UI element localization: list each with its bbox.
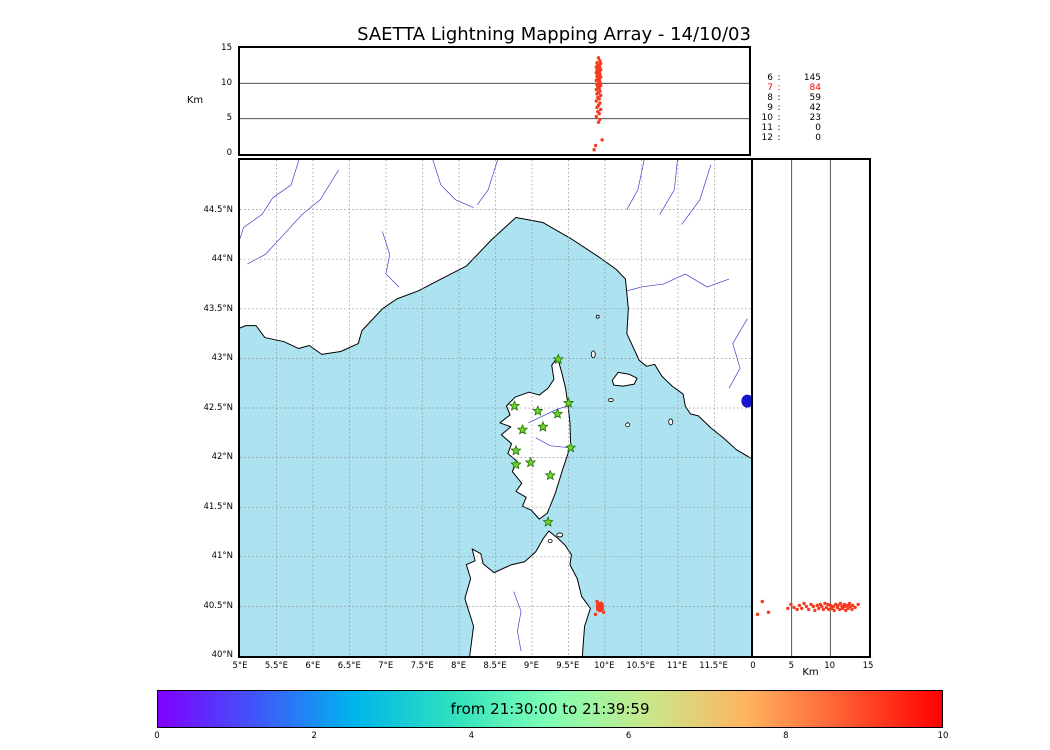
lightning-source-dot <box>594 599 599 603</box>
colorbar-tick-label: 4 <box>468 731 475 741</box>
station-count-key: 7 <box>767 83 773 93</box>
altitude-tick-label: 0 <box>226 148 232 158</box>
station-marker <box>510 444 521 455</box>
station-marker <box>551 407 563 418</box>
station-count-value: 145 <box>803 73 821 83</box>
station-count-sep: : <box>777 83 781 93</box>
latitude-tick-label: 44°N <box>211 254 233 264</box>
station-count-row: 9: 42 <box>757 103 821 113</box>
station-count-value: 84 <box>809 83 821 93</box>
station-count-value: 23 <box>809 113 821 123</box>
longitude-tick-label: 10°E <box>594 661 615 671</box>
station-count-key: 9 <box>767 103 773 113</box>
altitude-tick-label: 5 <box>226 113 232 123</box>
altitude-tick-label: 5 <box>788 661 795 671</box>
station-count-list: 6: 145 7: 84 8: 59 9: 42 10: 23 11: 0 12: 0 <box>757 73 821 143</box>
station-count-sep: : <box>777 93 781 103</box>
longitude-tick-label: 9.5°E <box>556 661 580 671</box>
colorbar-tick-label: 2 <box>311 731 317 741</box>
station-count-key: 8 <box>767 93 773 103</box>
longitude-tick-label: 6°E <box>305 661 321 671</box>
longitude-tick-label: 7.5°E <box>410 661 434 671</box>
station-marker <box>564 441 576 452</box>
longitude-tick-label: 11.5°E <box>699 661 728 671</box>
station-count-sep: : <box>777 123 781 133</box>
altitude-vs-latitude-panel <box>750 157 871 658</box>
longitude-tick-label: 10.5°E <box>626 661 655 671</box>
station-count-value: 59 <box>809 93 821 103</box>
lightning-source-dot <box>601 610 605 614</box>
station-count-row: 10: 23 <box>757 113 821 123</box>
colorbar-time-range-label: from 21:30:00 to 21:39:59 <box>450 700 650 718</box>
station-count-key: 11 <box>761 123 773 133</box>
latitude-tick-label: 42°N <box>211 452 233 462</box>
station-marker <box>542 516 553 527</box>
longitude-tick-label: 9°E <box>523 661 539 671</box>
station-count-value: 0 <box>815 133 821 143</box>
station-marker <box>508 400 520 411</box>
altitude-tick-label: 15 <box>862 661 874 671</box>
colorbar-tick-label: 0 <box>154 731 160 741</box>
latitude-tick-label: 40°N <box>211 650 233 660</box>
longitude-tick-label: 8°E <box>451 661 467 671</box>
station-count-row: 11: 0 <box>757 123 821 133</box>
map-panel <box>237 157 753 658</box>
latitude-tick-label: 42.5°N <box>203 402 233 413</box>
longitude-tick-label: 5.5°E <box>264 661 288 671</box>
colorbar: from 21:30:00 to 21:39:59 <box>157 690 943 728</box>
altitude-tick-label: 15 <box>221 43 232 53</box>
station-count-row: 8: 59 <box>757 93 821 103</box>
longitude-tick-label: 7°E <box>378 661 394 671</box>
lightning-source-dot <box>597 606 602 610</box>
station-marker <box>532 405 543 415</box>
longitude-tick-label: 11°E <box>666 661 688 671</box>
longitude-tick-label: 6.5°E <box>337 661 361 671</box>
station-marker <box>537 420 548 431</box>
latitude-tick-label: 41°N <box>211 551 233 561</box>
colorbar-tick-label: 8 <box>783 731 789 741</box>
altitude-axis-label-top: Km <box>186 95 204 106</box>
station-marker <box>562 397 574 408</box>
lightning-source-dot <box>599 602 603 606</box>
station-marker <box>544 469 555 480</box>
latitude-tick-label: 41.5°N <box>203 501 233 512</box>
station-marker <box>516 423 528 434</box>
colorbar-tick-label: 10 <box>937 731 949 741</box>
latitude-tick-label: 43°N <box>211 353 233 363</box>
latitude-tick-label: 43.5°N <box>203 303 233 314</box>
station-count-row: 7: 84 <box>757 83 821 93</box>
altitude-vs-longitude-panel <box>237 45 751 156</box>
station-count-row: 12: 0 <box>757 133 821 143</box>
colorbar-tick-label: 6 <box>625 731 632 741</box>
station-marker <box>552 353 563 364</box>
station-count-sep: : <box>777 73 781 83</box>
lightning-source-dot <box>593 612 597 616</box>
latitude-tick-label: 40.5°N <box>203 600 233 611</box>
station-marker <box>510 458 521 469</box>
station-count-value: 42 <box>809 103 821 113</box>
station-count-sep: : <box>777 103 781 113</box>
station-count-sep: : <box>777 113 781 123</box>
station-count-value: 0 <box>815 123 821 133</box>
station-count-sep: : <box>777 133 781 143</box>
altitude-tick-label: 0 <box>750 661 756 671</box>
latitude-tick-label: 44.5°N <box>203 204 233 215</box>
station-count-key: 10 <box>761 113 773 123</box>
figure-title: SAETTA Lightning Mapping Array - 14/10/0… <box>357 24 751 45</box>
longitude-tick-label: 8.5°E <box>483 661 507 671</box>
altitude-tick-label: 10 <box>824 661 836 671</box>
altitude-tick-label: 10 <box>221 78 232 88</box>
longitude-tick-label: 5°E <box>232 661 248 671</box>
altitude-axis-label-right: Km <box>802 667 819 678</box>
station-count-key: 6 <box>767 73 773 83</box>
station-count-row: 6: 145 <box>757 73 821 83</box>
station-marker <box>524 456 536 467</box>
station-count-key: 12 <box>761 133 773 143</box>
